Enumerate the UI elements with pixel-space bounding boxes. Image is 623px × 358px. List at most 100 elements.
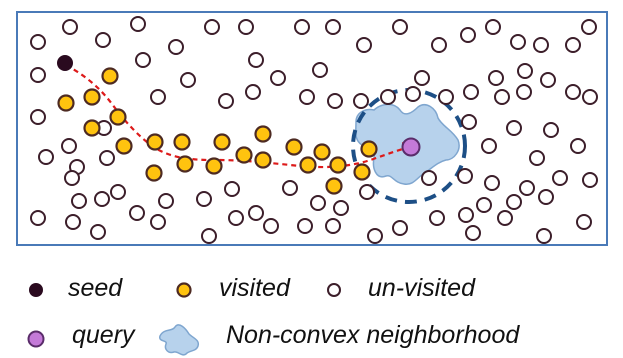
unvisited-node bbox=[367, 228, 383, 244]
unvisited-node bbox=[150, 214, 166, 230]
unvisited-node bbox=[540, 72, 556, 88]
unvisited-node bbox=[30, 210, 46, 226]
unvisited-node bbox=[570, 138, 586, 154]
visited-node bbox=[109, 108, 127, 126]
unvisited-node bbox=[299, 89, 315, 105]
unvisited-node bbox=[95, 32, 111, 48]
visited-node bbox=[360, 140, 378, 158]
unvisited-node bbox=[460, 27, 476, 43]
unvisited-node bbox=[476, 197, 492, 213]
visited-node bbox=[115, 137, 133, 155]
unvisited-node bbox=[438, 89, 454, 105]
unvisited-node bbox=[484, 175, 500, 191]
neighborhood-legend-label: Non-convex neighborhood bbox=[226, 321, 520, 349]
visited-legend-label: visited bbox=[219, 274, 290, 302]
unvisited-node bbox=[359, 184, 375, 200]
unvisited-node bbox=[201, 228, 217, 244]
unvisited-node bbox=[392, 19, 408, 35]
unvisited-node bbox=[506, 120, 522, 136]
unvisited-node bbox=[414, 70, 430, 86]
legend-row-2: query Non-convex neighborhood bbox=[0, 320, 623, 356]
unvisited-node bbox=[30, 67, 46, 83]
unvisited-node bbox=[565, 37, 581, 53]
unvisited-node bbox=[228, 210, 244, 226]
unvisited-node bbox=[536, 228, 552, 244]
unvisited-node bbox=[333, 200, 349, 216]
unvisited-node bbox=[582, 172, 598, 188]
unvisited-node bbox=[110, 184, 126, 200]
unvisited-node bbox=[465, 225, 481, 241]
visited-node bbox=[235, 146, 253, 164]
seed-legend-label: seed bbox=[68, 274, 123, 302]
unvisited-node bbox=[282, 180, 298, 196]
query-legend-icon bbox=[27, 330, 45, 348]
unvisited-node bbox=[494, 89, 510, 105]
unvisited-node bbox=[30, 34, 46, 50]
special-nodes-layer bbox=[57, 55, 421, 157]
unvisited-node bbox=[405, 86, 421, 102]
visited-node bbox=[145, 164, 163, 182]
visited-node bbox=[57, 94, 75, 112]
seed-legend-icon bbox=[29, 283, 43, 297]
unvisited-node bbox=[421, 170, 437, 186]
unvisited-node bbox=[481, 138, 497, 154]
unvisited-node bbox=[150, 89, 166, 105]
unvisited-node bbox=[238, 19, 254, 35]
unvisited-node bbox=[204, 19, 220, 35]
unvisited-node bbox=[457, 168, 473, 184]
unvisited-node bbox=[506, 194, 522, 210]
unvisited-node bbox=[180, 72, 196, 88]
unvisited-node bbox=[429, 210, 445, 226]
unvisited-node bbox=[463, 84, 479, 100]
unvisited-node bbox=[94, 191, 110, 207]
unvisited-node bbox=[90, 224, 106, 240]
unvisited-node bbox=[38, 149, 54, 165]
unvisited-legend-label: un-visited bbox=[368, 274, 475, 302]
unvisited-node bbox=[533, 37, 549, 53]
visited-node bbox=[83, 88, 101, 106]
unvisited-node bbox=[99, 150, 115, 166]
visited-node bbox=[285, 138, 303, 156]
unvisited-node bbox=[224, 181, 240, 197]
unvisited-node bbox=[325, 19, 341, 35]
unvisited-node bbox=[581, 19, 597, 35]
unvisited-node bbox=[168, 39, 184, 55]
unvisited-layer bbox=[30, 16, 598, 244]
unvisited-node bbox=[461, 114, 477, 130]
unvisited-node bbox=[65, 214, 81, 230]
unvisited-node bbox=[325, 218, 341, 234]
unvisited-node bbox=[130, 16, 146, 32]
unvisited-node bbox=[458, 207, 474, 223]
visited-node bbox=[205, 157, 223, 175]
unvisited-node bbox=[263, 218, 279, 234]
unvisited-node bbox=[30, 109, 46, 125]
query-node bbox=[401, 137, 421, 157]
unvisited-node bbox=[248, 52, 264, 68]
unvisited-node bbox=[353, 93, 369, 109]
unvisited-node bbox=[310, 195, 326, 211]
unvisited-node bbox=[327, 93, 343, 109]
visited-node bbox=[173, 133, 191, 151]
unvisited-node bbox=[356, 37, 372, 53]
visited-node bbox=[254, 125, 272, 143]
unvisited-node bbox=[294, 19, 310, 35]
unvisited-node bbox=[529, 150, 545, 166]
unvisited-node bbox=[312, 62, 328, 78]
unvisited-node bbox=[158, 193, 174, 209]
visited-node bbox=[325, 177, 343, 195]
unvisited-node bbox=[64, 170, 80, 186]
visited-node bbox=[254, 151, 272, 169]
unvisited-node bbox=[196, 191, 212, 207]
unvisited-node bbox=[497, 210, 513, 226]
visited-node bbox=[83, 119, 101, 137]
visited-node bbox=[101, 67, 119, 85]
legend-row-1: seed visited un-visited bbox=[0, 272, 623, 308]
unvisited-node bbox=[380, 89, 396, 105]
unvisited-node bbox=[297, 218, 313, 234]
visited-node bbox=[176, 155, 194, 173]
unvisited-node bbox=[517, 63, 533, 79]
visited-node bbox=[329, 156, 347, 174]
unvisited-node bbox=[582, 89, 598, 105]
visited-node bbox=[213, 133, 231, 151]
